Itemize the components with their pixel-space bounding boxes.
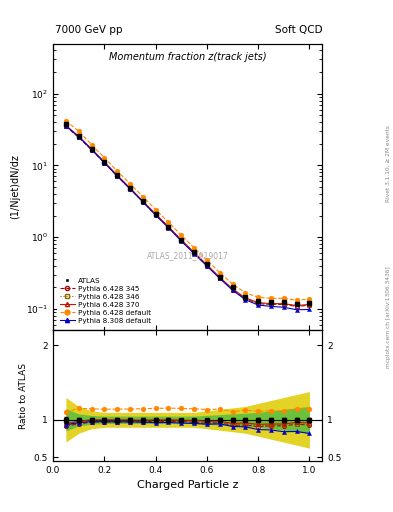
Legend: ATLAS, Pythia 6.428 345, Pythia 6.428 346, Pythia 6.428 370, Pythia 6.428 defaul: ATLAS, Pythia 6.428 345, Pythia 6.428 34… [57,274,154,327]
Text: mcplots.cern.ch [arXiv:1306.3436]: mcplots.cern.ch [arXiv:1306.3436] [386,267,391,368]
Text: Soft QCD: Soft QCD [275,25,322,35]
Text: 7000 GeV pp: 7000 GeV pp [55,25,123,35]
Text: Momentum fraction z(track jets): Momentum fraction z(track jets) [109,52,266,62]
Y-axis label: Ratio to ATLAS: Ratio to ATLAS [19,362,28,429]
Text: Rivet 3.1.10, ≥ 2M events: Rivet 3.1.10, ≥ 2M events [386,125,391,202]
X-axis label: Charged Particle z: Charged Particle z [137,480,239,490]
Y-axis label: (1/Njet)dN/dz: (1/Njet)dN/dz [10,155,20,220]
Text: ATLAS_2011_I919017: ATLAS_2011_I919017 [147,251,229,260]
